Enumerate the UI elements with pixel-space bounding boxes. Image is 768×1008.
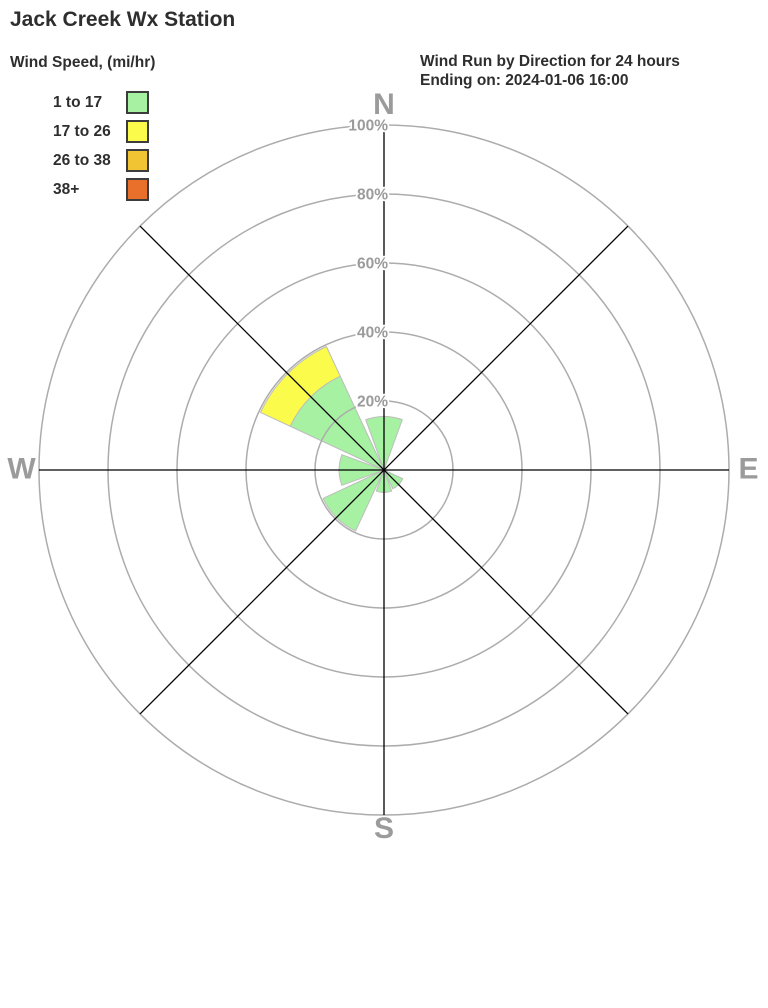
compass-label-e: E [738,453,758,486]
legend-swatch [126,149,149,172]
page-title: Jack Creek Wx Station [10,8,236,31]
legend-row: 38+ [53,178,149,201]
ring-label-40: 40% [357,325,388,342]
legend-row: 26 to 38 [53,149,149,172]
ring-label-60: 60% [357,256,388,273]
ring-label-80: 80% [357,187,388,204]
legend-heading: Wind Speed, (mi/hr) [10,54,156,71]
legend-row: 1 to 17 [53,91,149,114]
ring-label-20: 20% [357,394,388,411]
wind-run-header-line1: Wind Run by Direction for 24 hours [420,53,680,70]
legend-label: 38+ [53,180,80,198]
compass-label-n: N [373,88,395,121]
ring-label-100: 100% [348,118,388,135]
axis-sw-ne [139,225,629,715]
legend-label: 17 to 26 [53,122,111,140]
legend-label: 1 to 17 [53,93,103,111]
legend-label: 26 to 38 [53,151,111,169]
wind-run-header: Wind Run by Direction for 24 hours Endin… [420,52,680,90]
legend-swatch [126,178,149,201]
compass-label-w: W [7,453,36,486]
legend-swatch [126,91,149,114]
compass-label-s: S [374,812,394,845]
legend-row: 17 to 26 [53,120,149,143]
legend-swatch [126,120,149,143]
wind-run-header-line2: Ending on: 2024-01-06 16:00 [420,72,629,89]
